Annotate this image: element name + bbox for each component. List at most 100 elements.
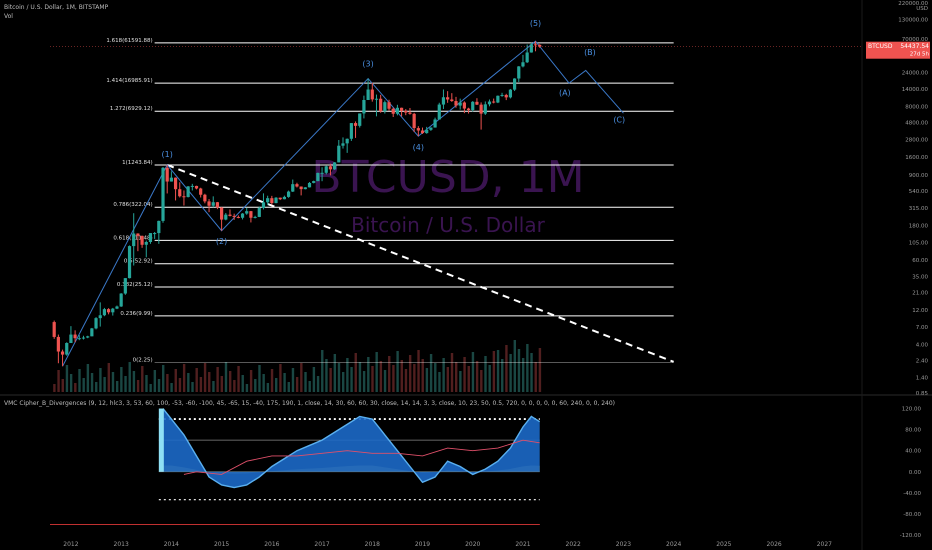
oscillator-tick-label: 80.00 [905, 428, 921, 434]
candle-body [199, 188, 203, 195]
candle-body [52, 322, 56, 337]
candle-body [169, 177, 173, 182]
candle-body [328, 166, 333, 170]
candle [437, 102, 441, 120]
volume-bar [521, 358, 525, 392]
price-tick-label: 180.00 [909, 223, 929, 229]
candle-body [257, 208, 261, 217]
candle-body [115, 306, 119, 309]
candle-body [161, 167, 165, 221]
price-tick-label: 4800.00 [905, 121, 928, 127]
wave-label: (2) [216, 237, 227, 246]
candle [479, 102, 483, 130]
candle [90, 327, 94, 337]
volume-bar [383, 370, 387, 392]
volume-bar [275, 378, 278, 392]
time-tick-label: 2013 [114, 541, 129, 548]
candle [316, 172, 320, 182]
volume-bar [287, 382, 290, 392]
price-tick-label: 2.40 [916, 359, 929, 365]
volume-bar [459, 371, 462, 392]
indicator-title[interactable]: VMC Cipher_B_Divergences (9, 12, hlc3, 3… [4, 400, 616, 407]
wave-label: (1) [162, 150, 173, 159]
volume-bar [379, 361, 383, 392]
candle-body [483, 104, 487, 114]
volume-bar [174, 369, 177, 392]
candle [412, 112, 416, 133]
wave-label: (B) [584, 48, 596, 57]
volume-bar [258, 365, 261, 392]
volume-bar [530, 353, 533, 392]
candle [266, 195, 270, 206]
price-tag-box [866, 41, 930, 59]
candle-body [500, 94, 504, 96]
candle [324, 165, 328, 175]
candle [420, 127, 425, 134]
candle [387, 99, 391, 111]
time-tick-label: 2012 [63, 541, 78, 548]
volume-bar [283, 373, 286, 392]
time-tick-label: 2025 [716, 541, 731, 548]
candle [320, 167, 324, 182]
candle-body [458, 102, 462, 106]
wave-label: (A) [559, 88, 571, 97]
candle [429, 127, 433, 131]
volume-bar [149, 384, 152, 392]
candle-body [165, 167, 169, 182]
candle [182, 190, 186, 206]
oscillator-tick-label: 0.00 [909, 470, 922, 476]
volume-bar [86, 364, 90, 392]
time-tick-label: 2027 [817, 541, 832, 548]
candle-body [529, 44, 533, 53]
candle [408, 107, 412, 115]
volume-bar [413, 364, 416, 392]
volume-bar [208, 372, 211, 392]
volume-bar [120, 367, 123, 392]
candle [454, 96, 458, 108]
candle-body [387, 102, 391, 109]
candle-body [399, 107, 404, 111]
candle [207, 199, 211, 213]
volume-bar [400, 360, 403, 392]
candle-body [278, 197, 282, 200]
volume-bar [475, 361, 479, 392]
candle [203, 193, 207, 204]
candle-body [450, 99, 454, 102]
candle [286, 190, 291, 198]
candle-body [320, 172, 324, 174]
trendline-dashed [166, 164, 675, 363]
price-tick-label: 24000.00 [902, 70, 929, 76]
volume-bar [526, 344, 529, 392]
volume-bar [509, 354, 512, 392]
volume-bar [124, 376, 127, 392]
wave-label: (5) [530, 19, 541, 28]
candle [299, 186, 303, 196]
volume-bar [187, 373, 190, 392]
volume-bar [337, 363, 341, 392]
candle-body [102, 309, 107, 316]
candle [416, 126, 420, 137]
candle [529, 42, 533, 53]
wave-label: (4) [413, 143, 424, 152]
candle [69, 326, 73, 344]
volume-bar [233, 380, 236, 392]
time-tick-label: 2018 [365, 541, 380, 548]
volume-bar [429, 354, 433, 392]
candle [60, 349, 65, 367]
volume-bar [241, 375, 244, 392]
candle [245, 207, 249, 215]
candle-body [274, 197, 278, 204]
watermark-symbol: BTCUSD, 1M [311, 152, 584, 203]
candle-body [471, 101, 475, 111]
candle [148, 233, 153, 244]
candle-body [136, 233, 140, 236]
candle [274, 197, 278, 204]
candle-body [153, 233, 157, 235]
candle-body [207, 201, 211, 206]
volume-bar [367, 357, 370, 392]
volume-bar [212, 381, 215, 392]
time-tick-label: 2016 [264, 541, 279, 548]
volume-bar [455, 362, 458, 392]
volume-bar [199, 377, 203, 392]
